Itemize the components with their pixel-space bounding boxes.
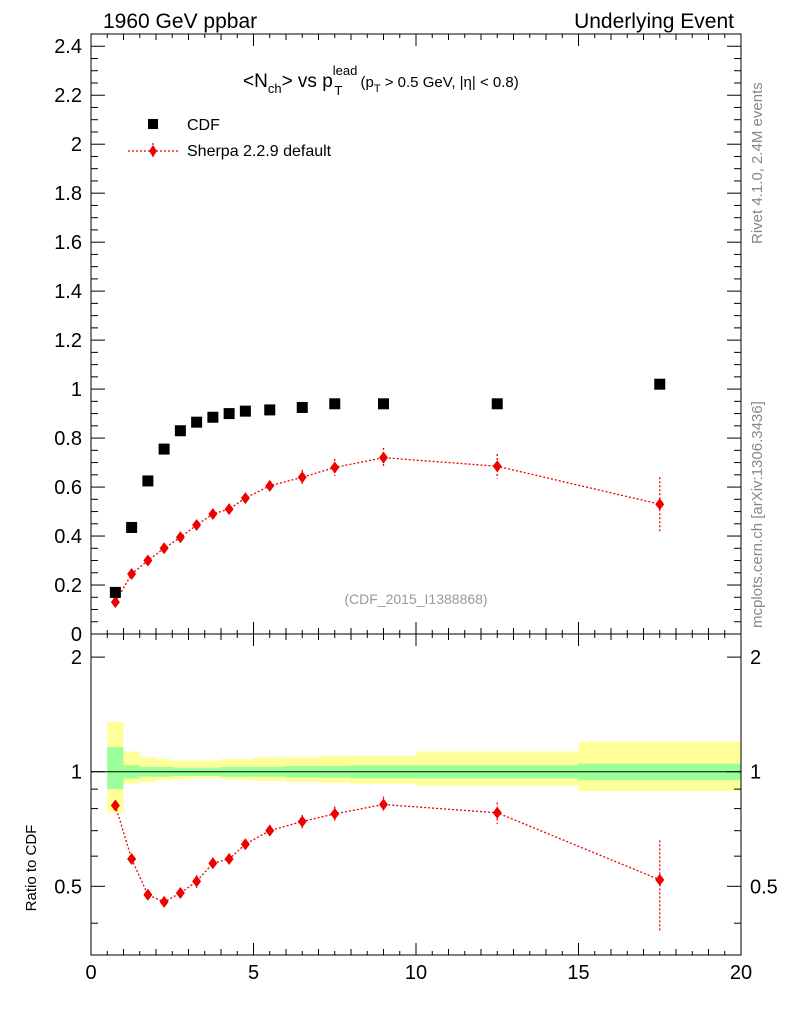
header-left: 1960 GeV ppbar (103, 10, 257, 33)
y-tick-label: 2.4 (54, 36, 82, 58)
cdf-point (491, 398, 503, 410)
mc-point (143, 554, 153, 567)
cdf-point (174, 425, 186, 437)
mc-point (492, 460, 502, 473)
title-ch-sub: ch (268, 81, 282, 96)
ratio-mc-point (330, 807, 340, 820)
band-inner (107, 747, 124, 790)
ratio-mc-point (492, 806, 502, 819)
data-marks (109, 378, 666, 932)
mc-point (297, 471, 307, 484)
cdf-point (223, 408, 235, 420)
ratio-y-tick-label-right: 2 (750, 647, 761, 669)
mc-point (265, 479, 275, 492)
legend-cdf-marker (148, 119, 158, 129)
ratio-mc-point (379, 798, 388, 811)
y-tick-label: 0.8 (54, 428, 82, 450)
cdf-point (158, 443, 170, 455)
analysis-watermark: (CDF_2015_I1388868) (344, 591, 487, 607)
header-right: Underlying Event (574, 10, 734, 33)
mc-line (114, 457, 660, 603)
mc-point (127, 568, 137, 580)
ratio-mc-point (297, 815, 307, 828)
ratio-y-tick-label-left: 2 (71, 647, 82, 669)
y-tick-label: 1.2 (54, 330, 82, 352)
title-lead-sup: lead (333, 63, 358, 78)
legend-cdf-label: CDF (187, 117, 220, 134)
mc-point (240, 492, 250, 505)
ratio-mc-point (175, 887, 185, 900)
cdf-point (329, 398, 341, 410)
x-tick-label: 15 (567, 962, 589, 984)
y-tick-label: 1.6 (54, 232, 82, 254)
ratio-y-tick-label-left: 0.5 (54, 876, 82, 898)
cdf-point (296, 401, 308, 413)
ratio-mc-point (143, 888, 153, 901)
ratio-y-tick-label-right: 1 (750, 762, 761, 784)
ratio-y-tick-label-left: 1 (71, 762, 82, 784)
mc-point (208, 508, 218, 520)
ratio-frame (90, 633, 742, 956)
ratio-mc-point (240, 838, 250, 851)
y-tick-label: 2 (71, 134, 82, 156)
axes: 0 5 10 15 20 0 0.2 0.4 0.6 0.8 1 1.2 1.4 1.6 1.8 2 2.2 2.… (54, 33, 778, 984)
cdf-point (207, 411, 219, 423)
legend-mc-label: Sherpa 2.2.9 default (187, 143, 332, 160)
x-tick-label: 5 (248, 962, 259, 984)
mc-point (330, 461, 340, 474)
cdf-point (264, 404, 276, 416)
mc-point (655, 498, 665, 511)
ratio-uncertainty-bands (91, 722, 741, 813)
legend: CDF Sherpa 2.2.9 default (128, 117, 332, 160)
title-prefix: <N (243, 71, 268, 92)
title-cut-t-sub: T (374, 83, 381, 95)
y-tick-label: 0.6 (54, 477, 82, 499)
title-t-sub: T (334, 83, 342, 98)
cdf-point (109, 586, 121, 598)
cdf-point (654, 378, 666, 390)
cdf-point (191, 416, 203, 428)
cdf-point (239, 405, 251, 417)
title-cut-open: (p (356, 74, 374, 91)
y-tick-label: 1 (71, 379, 82, 401)
ratio-y-tick-label-right: 0.5 (750, 876, 778, 898)
y-tick-label: 1.8 (54, 183, 82, 205)
mc-point (224, 503, 234, 516)
mc-point (159, 542, 169, 555)
y-tick-label: 0.2 (54, 575, 82, 597)
cdf-point (126, 521, 138, 533)
ratio-mc-point (127, 852, 137, 865)
mc-point (192, 519, 202, 532)
mcplots-label: mcplots.cern.ch [arXiv:1306.3436] (749, 401, 766, 628)
mc-point (175, 531, 185, 544)
ratio-mc-point (208, 857, 218, 870)
ratio-mc-point (224, 852, 234, 865)
ratio-mc-point (159, 895, 169, 908)
x-tick-label: 20 (730, 962, 752, 984)
ratio-mc-point (655, 873, 665, 886)
ratio-mc-point (110, 799, 120, 812)
title-cut-rest: > 0.5 GeV, |η| < 0.8) (381, 74, 519, 91)
cdf-point (142, 475, 154, 487)
mc-point (379, 451, 388, 464)
rivet-label: Rivet 4.1.0, 2.4M events (749, 82, 766, 244)
legend-mc-marker (149, 145, 157, 157)
ratio-mc-point (265, 824, 275, 837)
y-tick-label: 2.2 (54, 85, 82, 107)
y-tick-label: 0.4 (54, 526, 82, 548)
ratio-ylabel: Ratio to CDF (23, 825, 40, 912)
y-tick-label: 0 (71, 624, 82, 646)
x-tick-label: 0 (85, 962, 96, 984)
plot-title: <Nch> vs plead T (pT > 0.5 GeV, |η| < 0.8… (243, 63, 519, 98)
y-tick-label: 1.4 (54, 281, 82, 303)
ratio-mc-point (192, 875, 202, 888)
mc-point (110, 596, 120, 609)
title-middle: > vs p (282, 71, 333, 92)
cdf-point (378, 398, 389, 410)
x-tick-label: 10 (405, 962, 427, 984)
